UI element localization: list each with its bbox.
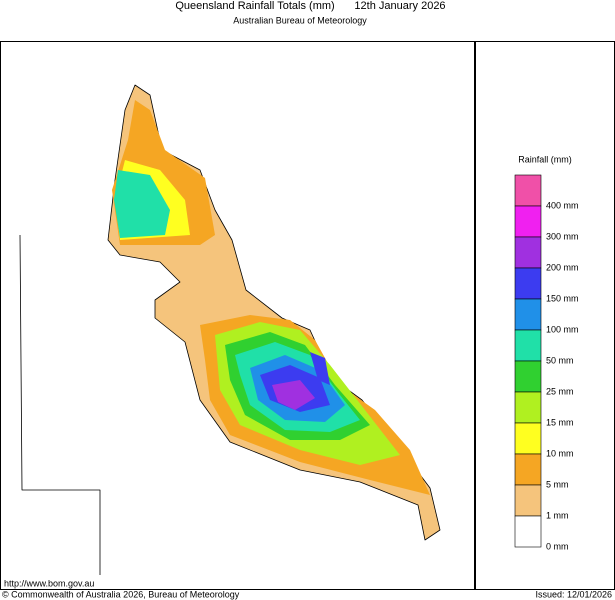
legend-label: 50 mm [546,355,574,365]
legend-swatch [514,174,542,207]
legend-label: 100 mm [546,324,579,334]
legend-label: 1 mm [546,510,569,520]
legend-label: 15 mm [546,417,574,427]
rain-200mm [272,380,315,410]
rain-50mm [114,170,170,238]
map [19,84,441,575]
footer-issued: Issued: 12/01/2026 [535,589,612,599]
legend-swatch [514,360,542,393]
legend-swatch [514,329,542,362]
legend-frame [475,41,615,590]
legend-swatch [514,267,542,300]
map-date: 12th January 2026 [354,0,445,12]
map-subtitle: Australian Bureau of Meteorology [233,15,367,25]
legend: 400 mm 300 mm 200 mm 150 mm 100 mm 50 mm 25 mm… [514,174,579,551]
legend-label: 10 mm [546,448,574,458]
rain-150mm [310,352,330,385]
legend-swatch [514,298,542,331]
legend-label: 0 mm [546,541,569,551]
legend-swatch [514,515,542,548]
legend-label: 5 mm [546,479,569,489]
legend-title: Rainfall (mm) [518,154,572,164]
map-title: Queensland Rainfall Totals (mm) [175,0,334,12]
state-border [19,234,101,575]
legend-swatch [514,453,542,486]
legend-label: 400 mm [546,200,579,210]
legend-swatch [514,205,542,238]
legend-swatch [514,236,542,269]
legend-swatch [514,484,542,517]
legend-label: 300 mm [546,231,579,241]
legend-label: 200 mm [546,262,579,272]
footer-copyright: © Commonwealth of Australia 2026, Bureau… [2,589,240,599]
legend-swatch [514,422,542,455]
footer-url: http://www.bom.gov.au [4,578,94,588]
legend-label: 150 mm [546,293,579,303]
legend-swatch [514,391,542,424]
legend-label: 25 mm [546,386,574,396]
map-frame [0,41,475,590]
